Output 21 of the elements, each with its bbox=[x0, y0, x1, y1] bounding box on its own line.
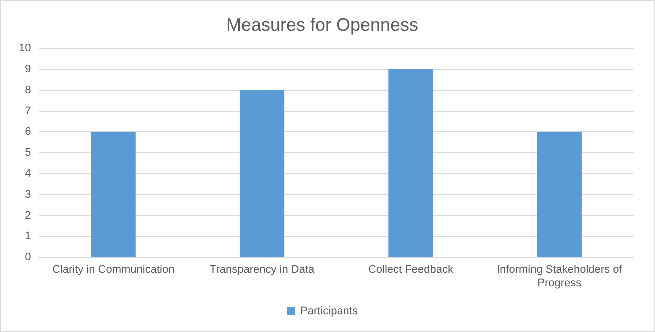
chart-title: Measures for Openness bbox=[226, 14, 419, 35]
y-tick-label: 2 bbox=[25, 210, 32, 222]
y-tick-label: 6 bbox=[25, 126, 32, 138]
y-tick-label: 9 bbox=[25, 64, 32, 76]
y-tick-label: 4 bbox=[25, 168, 32, 180]
y-tick-label: 1 bbox=[25, 230, 32, 243]
y-tick-label: 7 bbox=[25, 105, 32, 118]
legend-label: Participants bbox=[300, 306, 358, 318]
bar bbox=[91, 132, 136, 258]
x-tick-label: Collect Feedback bbox=[368, 264, 454, 276]
x-tick-label: Transparency in Data bbox=[210, 264, 316, 276]
x-tick-label: Clarity in Communication bbox=[52, 264, 175, 276]
bar bbox=[537, 132, 582, 258]
y-tick-label: 0 bbox=[25, 252, 32, 264]
y-tick-label: 5 bbox=[25, 147, 32, 160]
y-tick-label: 3 bbox=[25, 188, 32, 201]
y-tick-label: 10 bbox=[18, 42, 32, 55]
y-tick-label: 8 bbox=[25, 84, 32, 96]
bar bbox=[388, 70, 434, 258]
x-tick-label: Informing Stakeholders of Progress bbox=[496, 264, 624, 290]
bar bbox=[240, 90, 285, 258]
